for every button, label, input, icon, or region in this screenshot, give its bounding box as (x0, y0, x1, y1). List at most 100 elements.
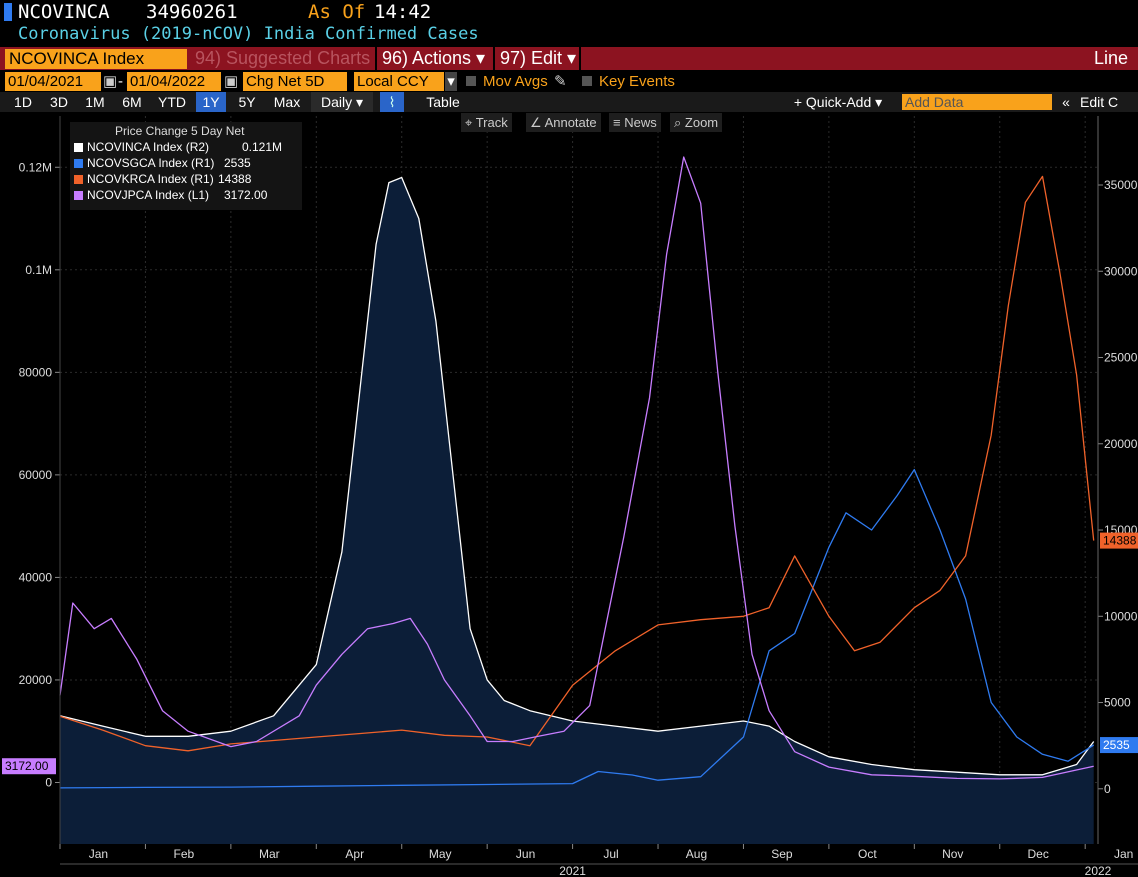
x-axis-month-label: Mar (259, 847, 280, 861)
last-value-tag-japan: 3172.00 (5, 759, 49, 773)
chart-legend: Price Change 5 Day Net NCOVINCA Index (R… (70, 122, 302, 210)
x-axis-year-label: 2022 (1085, 864, 1112, 877)
legend-swatch (74, 191, 83, 200)
zoom-tool[interactable]: ⌕ Zoom (670, 113, 723, 132)
range-3d[interactable]: 3D (50, 94, 68, 110)
legend-title: Price Change 5 Day Net (115, 124, 245, 138)
ticker: NCOVINCA (18, 1, 110, 23)
left-axis-tick-label: 20000 (19, 673, 53, 687)
x-axis-month-label: Jun (516, 847, 535, 861)
x-axis-month-label: Dec (1028, 847, 1049, 861)
range-1d[interactable]: 1D (14, 94, 32, 110)
legend-series-value: 3172.00 (224, 188, 268, 202)
magnifier-icon: ⌕ (674, 115, 685, 130)
actions-menu[interactable]: 96) Actions ▾ (382, 48, 486, 68)
series-line-0 (59, 176, 1095, 776)
collapse-icon[interactable]: « (1062, 94, 1070, 110)
date-separator: - (118, 73, 123, 90)
legend-series-value: 2535 (224, 156, 251, 170)
left-axis-tick-label: 0.12M (19, 160, 52, 174)
series-line-1 (59, 468, 1095, 789)
series-layer (59, 156, 1095, 844)
range-6m[interactable]: 6M (122, 94, 142, 110)
news-tool[interactable]: ≡ News (609, 113, 661, 132)
legend-item[interactable]: NCOVKRCA Index (R1) 14388 (74, 172, 251, 186)
news-icon: ≡ (613, 115, 625, 130)
legend-swatch (74, 143, 83, 152)
legend-series-name: NCOVKRCA Index (R1) (87, 172, 214, 186)
x-axis-month-label: Jul (603, 847, 618, 861)
title-bar: NCOVINCA 34960261 As Of 14:42 (0, 0, 1138, 24)
last-value-tag-singapore: 2535 (1103, 738, 1130, 752)
right-axis-tick-label: 0 (1104, 782, 1111, 796)
news-label: News (624, 115, 657, 130)
pencil-icon[interactable]: ✎ (554, 73, 567, 90)
legend-swatch (74, 175, 83, 184)
x-axis-month-label: May (429, 847, 452, 861)
chart-area[interactable]: 0 20000 40000 60000 80000 0.1M 0.12M 0 5000 10000… (0, 112, 1138, 877)
left-axis-tick-label: 80000 (19, 365, 53, 379)
left-axis-tick-label: 40000 (19, 570, 53, 584)
annotate-tool[interactable]: ∠ Annotate (526, 113, 601, 132)
legend-series-name: NCOVINCA Index (R2) (87, 140, 210, 154)
edit-chart-button[interactable]: Edit C (1080, 94, 1119, 110)
right-axis-tick-label: 5000 (1104, 696, 1131, 710)
period-selector[interactable]: Daily ▾ (311, 92, 373, 112)
end-date-field[interactable]: 01/04/2022 (127, 72, 221, 91)
x-axis-month-label: Apr (345, 847, 364, 861)
x-axis-month-label: Feb (174, 847, 195, 861)
right-axis-tick-label: 30000 (1104, 264, 1138, 278)
pen-icon: ∠ (530, 115, 545, 130)
last-value-tag-korea-bg (1100, 532, 1138, 549)
x-axis-month-label: Jan (89, 847, 108, 861)
x-axis-month-label: Oct (858, 847, 877, 861)
x-axis-month-label: Nov (942, 847, 963, 861)
currency-selector[interactable]: Local CCY (354, 72, 444, 91)
calendar-icon[interactable]: ▣ (103, 73, 118, 90)
chevron-down-icon[interactable]: ▾ (445, 72, 457, 91)
range-bar: 1D 3D 1M 6M YTD 1Y 5Y Max Daily ▾ ⌇ Tabl… (0, 92, 1138, 112)
mov-avgs-checkbox[interactable] (466, 76, 476, 86)
ticker-marker (4, 3, 12, 21)
left-axis-tick-label: 0 (45, 775, 52, 789)
x-axis-month-label: Jan (1114, 847, 1133, 861)
key-events-label[interactable]: Key Events (599, 73, 675, 90)
range-1m[interactable]: 1M (85, 94, 105, 110)
last-value-tag-singapore-bg (1100, 737, 1138, 754)
last-value-tag-korea: 14388 (1103, 534, 1137, 548)
chart-type-label[interactable]: Line (1094, 48, 1129, 68)
start-date-field[interactable]: 01/04/2021 (5, 72, 101, 91)
axes: 0 20000 40000 60000 80000 0.1M 0.12M 0 5000 10000… (2, 116, 1138, 877)
right-axis-tick-label: 10000 (1104, 609, 1138, 623)
range-max[interactable]: Max (273, 94, 301, 110)
table-button[interactable]: Table (426, 94, 460, 110)
right-axis-tick-label: 35000 (1104, 178, 1138, 192)
field-selector[interactable]: Chg Net 5D (243, 72, 347, 91)
right-axis-tick-label: 25000 (1104, 351, 1138, 365)
range-1y[interactable]: 1Y (196, 92, 226, 112)
track-tool[interactable]: ⌖ Track (461, 113, 512, 132)
legend-item[interactable]: NCOVINCA Index (R2) 0.121M (74, 140, 282, 154)
x-axis-month-label: Aug (686, 847, 707, 861)
legend-series-value: 0.121M (242, 140, 283, 154)
annotate-label: Annotate (544, 115, 597, 130)
quick-add-button[interactable]: + Quick-Add ▾ (793, 94, 883, 110)
mov-avgs-label[interactable]: Mov Avgs (483, 73, 548, 90)
security-field[interactable]: NCOVINCA Index (5, 49, 187, 69)
add-data-input[interactable]: Add Data (902, 94, 1052, 110)
legend-series-value: 14388 (218, 172, 252, 186)
as-of-time: 14:42 (374, 1, 432, 23)
menu-bar: NCOVINCA Index 94) Suggested Charts 96) … (0, 47, 1138, 70)
left-axis-tick-label: 0.1M (25, 263, 52, 277)
legend-swatch (74, 159, 83, 168)
suggested-charts-menu[interactable]: 94) Suggested Charts (195, 48, 371, 68)
calendar-icon[interactable]: ▣ (224, 73, 239, 90)
x-axis-month-label: Sep (771, 847, 793, 861)
edit-menu[interactable]: 97) Edit ▾ (500, 48, 577, 68)
legend-item[interactable]: NCOVSGCA Index (R1) 2535 (74, 156, 251, 170)
legend-item[interactable]: NCOVJPCA Index (L1) 3172.00 (74, 188, 267, 202)
range-ytd[interactable]: YTD (158, 94, 186, 110)
key-events-checkbox[interactable] (582, 76, 592, 86)
line-chart-icon[interactable]: ⌇ (380, 92, 404, 112)
range-5y[interactable]: 5Y (238, 94, 256, 110)
